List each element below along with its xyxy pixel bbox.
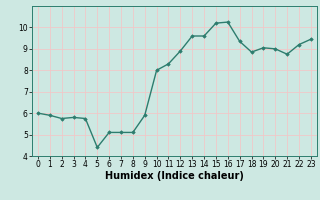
X-axis label: Humidex (Indice chaleur): Humidex (Indice chaleur) bbox=[105, 171, 244, 181]
